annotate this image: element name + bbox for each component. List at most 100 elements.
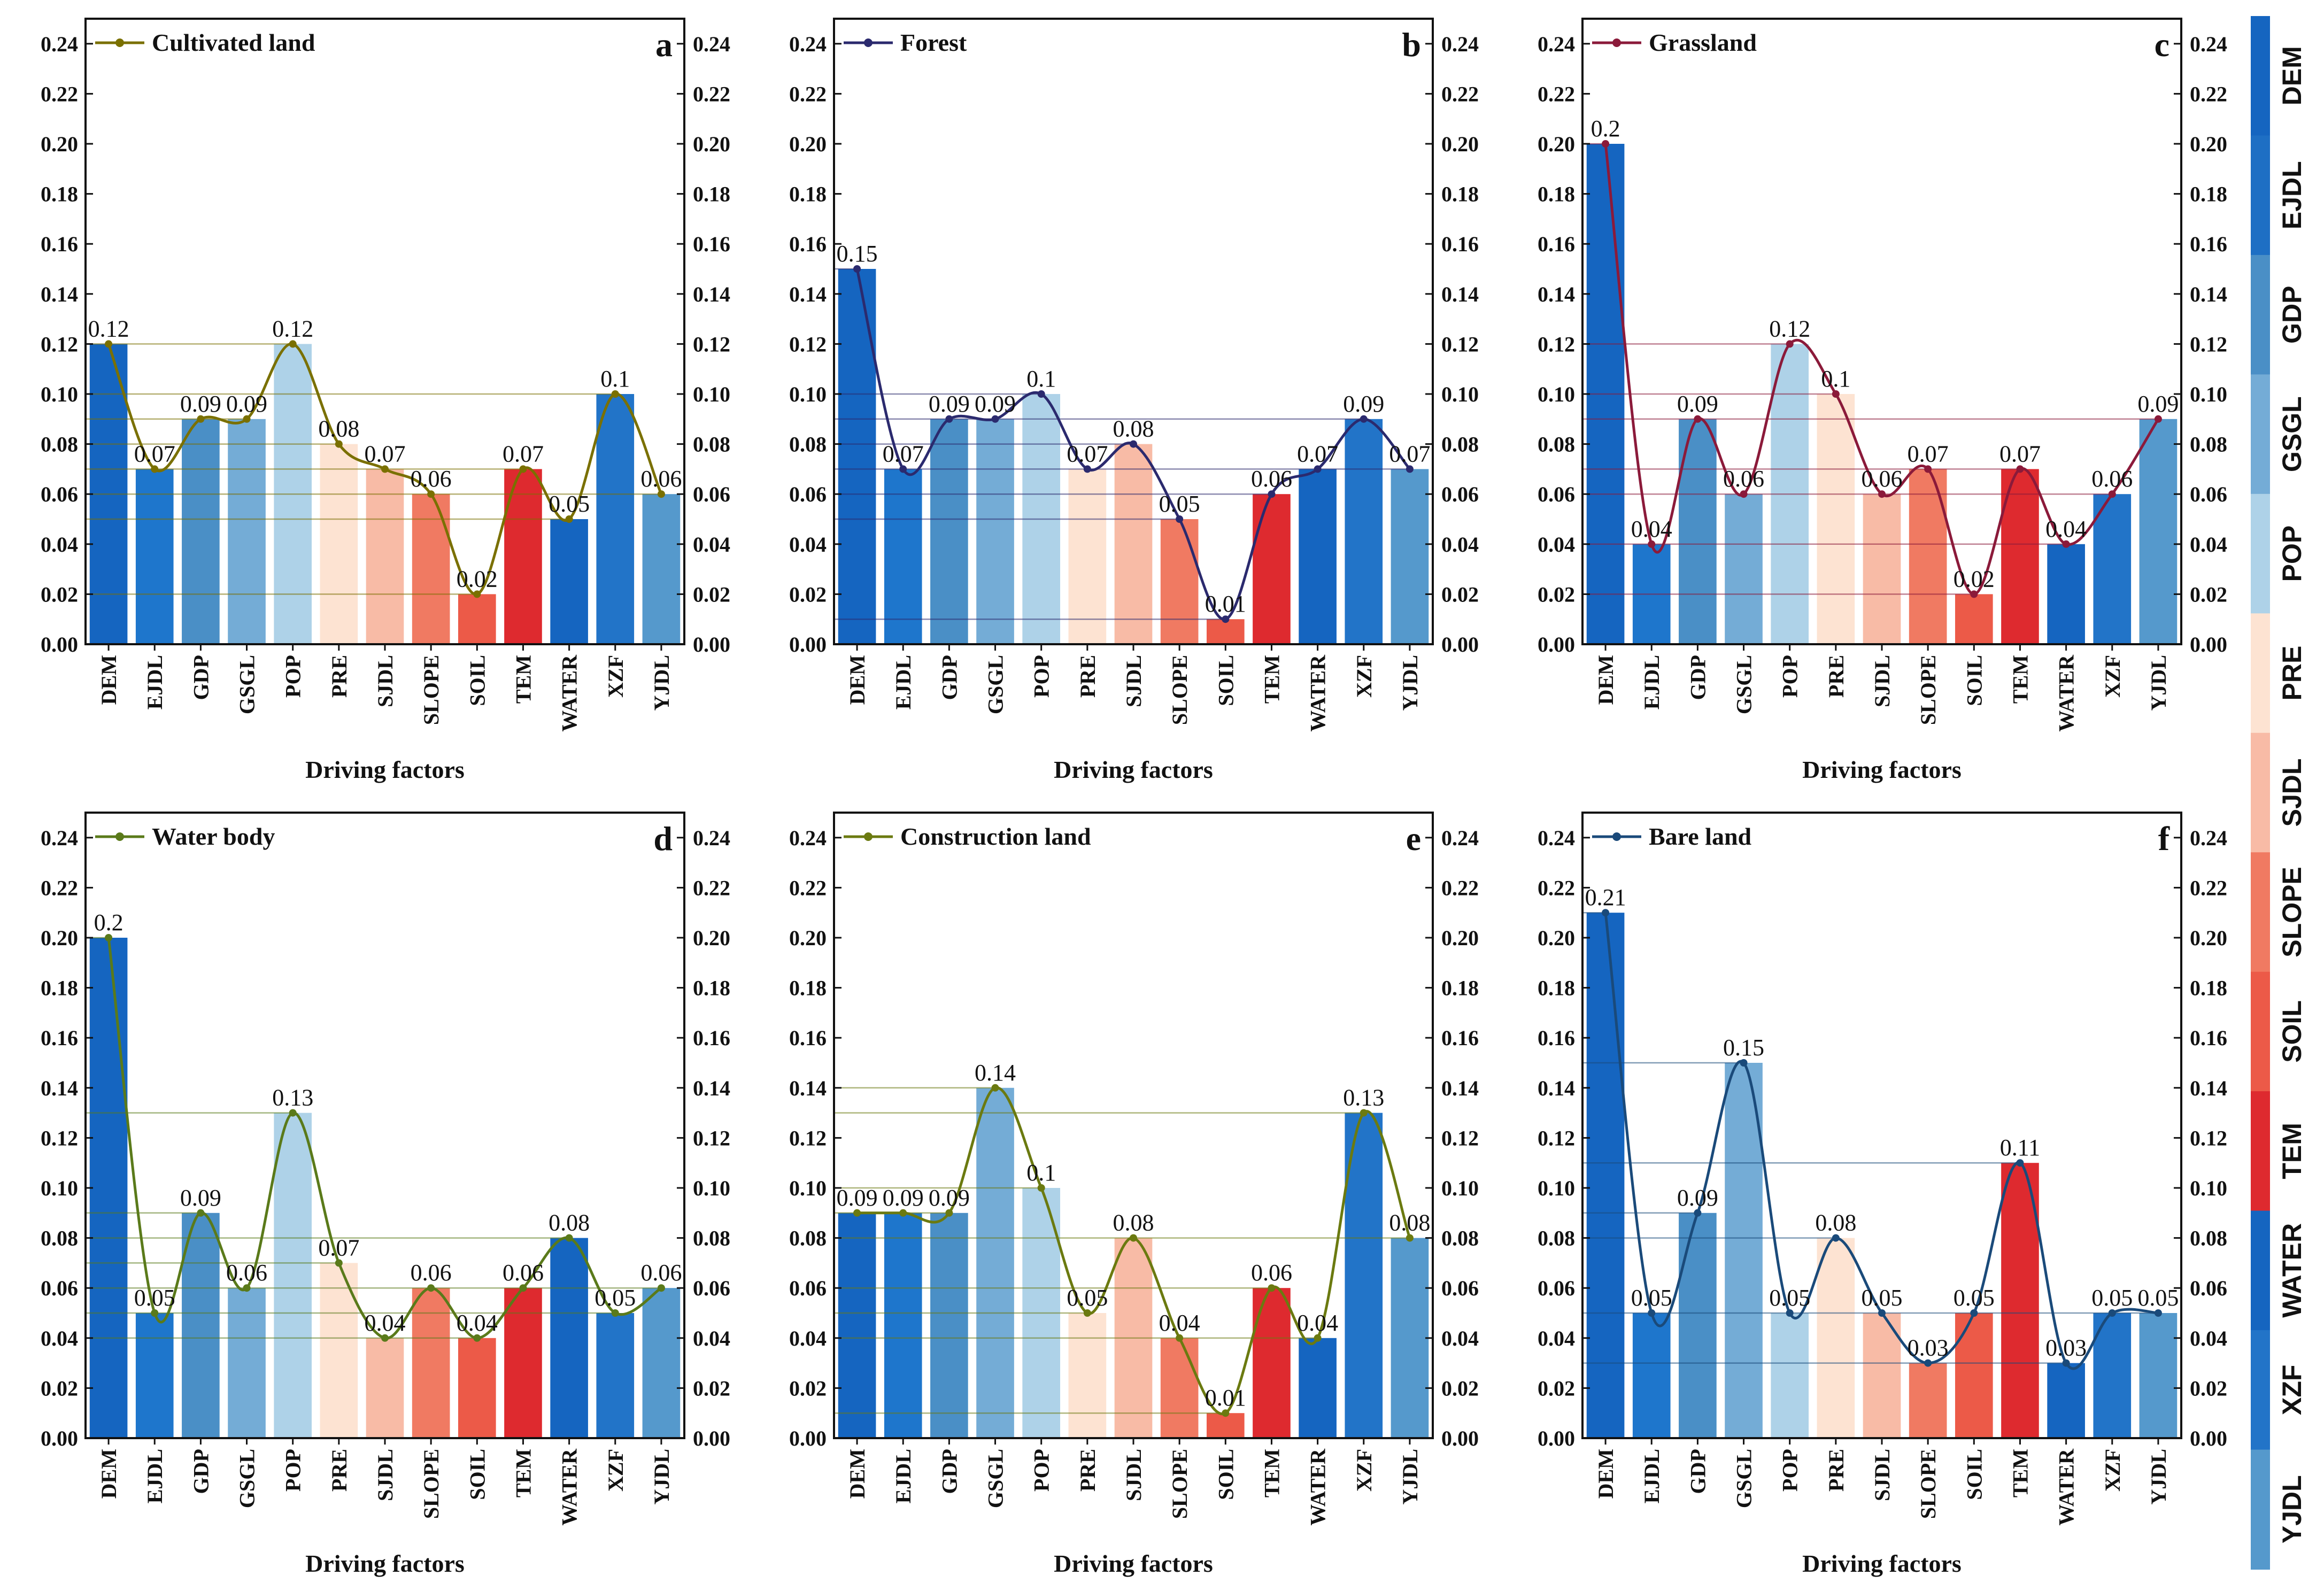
ytick-label-left: 0.10: [41, 1176, 78, 1200]
trend-point-yjdl: [2154, 1309, 2162, 1317]
bar-pop: [274, 1113, 312, 1438]
bar-tem: [504, 1288, 542, 1438]
ytick-label-left: 0.20: [41, 926, 78, 950]
ytick-label-left: 0.24: [1538, 32, 1575, 56]
xtick-label-slope: SLOPE: [1916, 655, 1940, 725]
bar-yjdl: [1391, 1238, 1429, 1438]
ytick-label-right: 0.04: [1441, 532, 1479, 557]
data-label-xzf: 0.13: [1343, 1085, 1384, 1111]
x-axis-label: Driving factors: [1054, 756, 1213, 783]
data-label-sjdl: 0.08: [1113, 1210, 1154, 1236]
ytick-label-right: 0.00: [693, 632, 730, 657]
data-label-pop: 0.12: [272, 315, 313, 342]
panel-letter: a: [655, 26, 673, 64]
ytick-label-right: 0.16: [1441, 232, 1479, 256]
ytick-label-left: 0.16: [1538, 232, 1575, 256]
trend-point-pop: [1037, 390, 1045, 398]
data-label-yjdl: 0.06: [640, 466, 682, 492]
xtick-label-gdp: GDP: [189, 655, 213, 700]
colorbar-label-tem: TEM: [2277, 1123, 2307, 1179]
ytick-label-left: 0.02: [41, 1376, 78, 1400]
ytick-label-right: 0.22: [1441, 82, 1479, 106]
trend-point-pre: [1083, 465, 1091, 473]
trend-point-gsgl: [243, 1284, 251, 1292]
bar-pre: [1817, 394, 1855, 644]
colorbar-segment-gsgl: [2251, 374, 2270, 495]
xtick-label-gsgl: GSGL: [984, 655, 1008, 714]
ytick-label-left: 0.08: [789, 1226, 827, 1250]
panel-letter: c: [2155, 26, 2169, 64]
bar-gdp: [1679, 1213, 1717, 1438]
trend-point-gsgl: [991, 415, 999, 423]
trend-point-gsgl: [991, 1084, 999, 1092]
trend-point-sjdl: [1130, 1234, 1137, 1242]
ytick-label-right: 0.16: [693, 1026, 730, 1050]
ytick-label-left: 0.02: [789, 1376, 827, 1400]
xtick-label-pop: POP: [1778, 1449, 1802, 1492]
bar-gdp: [182, 419, 220, 644]
xtick-label-tem: TEM: [511, 1449, 535, 1497]
trend-point-pop: [289, 340, 297, 348]
ytick-label-left: 0.24: [1538, 826, 1575, 850]
xtick-label-ejdl: EJDL: [143, 1449, 167, 1503]
trend-point-slope: [427, 1284, 435, 1292]
bar-soil: [1955, 594, 1993, 644]
xtick-label-gsgl: GSGL: [235, 1449, 259, 1508]
xtick-label-sjdl: SJDL: [1870, 655, 1894, 707]
xtick-label-yjdl: YJDL: [2147, 1449, 2171, 1504]
data-label-pop: 0.05: [1769, 1285, 1810, 1311]
ytick-label-right: 0.04: [693, 1326, 730, 1350]
xtick-label-pre: PRE: [327, 655, 351, 698]
data-label-gdp: 0.09: [929, 1185, 970, 1211]
colorbar-label-pre: PRE: [2277, 646, 2307, 701]
bar-ejdl: [135, 469, 174, 644]
trend-point-tem: [1268, 1284, 1276, 1292]
trend-point-gdp: [945, 1209, 953, 1217]
ytick-label-left: 0.12: [41, 1126, 78, 1150]
colorbar-segment-xzf: [2251, 1330, 2270, 1450]
legend-label: Construction land: [900, 823, 1091, 850]
data-label-yjdl: 0.07: [1389, 441, 1430, 467]
ytick-label-right: 0.00: [1441, 632, 1479, 657]
bar-yjdl: [1391, 469, 1429, 644]
legend-marker: [115, 832, 124, 841]
panel-letter: d: [653, 820, 673, 858]
ytick-label-left: 0.22: [41, 82, 78, 106]
ytick-label-left: 0.08: [41, 433, 78, 457]
trend-point-water: [1314, 465, 1322, 473]
legend-label: Bare land: [1649, 823, 1752, 850]
xtick-label-ejdl: EJDL: [1640, 655, 1664, 709]
data-label-sjdl: 0.04: [365, 1310, 406, 1336]
trend-point-yjdl: [1406, 1234, 1414, 1242]
ytick-label-left: 0.06: [41, 1276, 78, 1300]
xtick-label-gsgl: GSGL: [984, 1449, 1008, 1508]
ytick-label-left: 0.10: [1538, 382, 1575, 406]
ytick-label-left: 0.06: [789, 482, 827, 506]
data-label-yjdl: 0.08: [1389, 1210, 1430, 1236]
trend-point-dem: [853, 1209, 861, 1217]
ytick-label-right: 0.06: [2190, 1276, 2227, 1300]
bar-gsgl: [228, 1288, 266, 1438]
bar-slope: [1160, 519, 1199, 644]
ytick-label-left: 0.08: [1538, 433, 1575, 457]
trend-point-gsgl: [1740, 1059, 1748, 1067]
ytick-label-right: 0.12: [2190, 332, 2227, 356]
data-label-pop: 0.1: [1026, 366, 1056, 392]
xtick-label-ejdl: EJDL: [891, 1449, 915, 1503]
ytick-label-left: 0.24: [41, 826, 78, 850]
ytick-label-left: 0.14: [41, 1076, 78, 1100]
bar-xzf: [2093, 1313, 2132, 1438]
bar-pre: [320, 1263, 358, 1438]
ytick-label-left: 0.16: [1538, 1026, 1575, 1050]
colorbar-label-water: WATER: [2277, 1223, 2307, 1318]
colorbar-segment-ejdl: [2251, 135, 2270, 256]
trend-point-pop: [1037, 1184, 1045, 1192]
xtick-label-slope: SLOPE: [419, 1449, 443, 1519]
bar-gsgl: [1725, 1063, 1763, 1438]
data-label-ejdl: 0.09: [883, 1185, 924, 1211]
bar-water: [1299, 1338, 1337, 1438]
ytick-label-left: 0.24: [789, 32, 827, 56]
ytick-label-left: 0.06: [1538, 482, 1575, 506]
ytick-label-left: 0.18: [789, 976, 827, 1000]
xtick-label-xzf: XZF: [2101, 1449, 2125, 1492]
